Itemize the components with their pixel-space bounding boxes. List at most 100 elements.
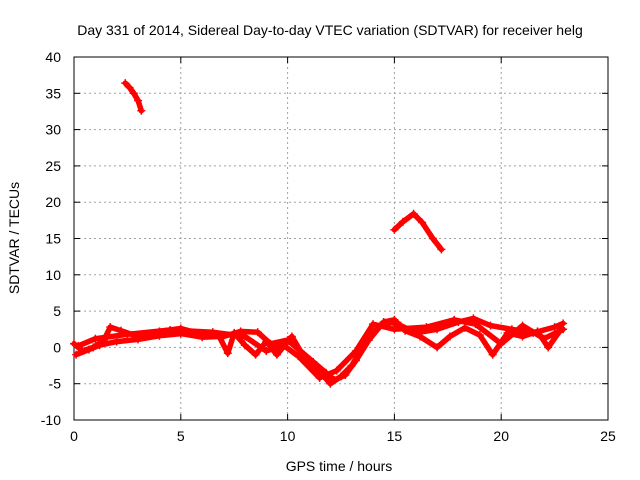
data-point <box>390 225 399 234</box>
data-point <box>125 83 134 92</box>
data-point <box>445 332 454 341</box>
x-tick-label: 0 <box>70 428 78 444</box>
data-point <box>379 317 388 326</box>
data-point <box>369 320 378 329</box>
y-axis-label: SDTVAR / TECUs <box>6 182 22 294</box>
data-point <box>106 323 115 332</box>
data-point <box>411 328 420 337</box>
data-point <box>91 334 100 343</box>
data-point <box>559 325 568 334</box>
point-layer <box>70 79 568 388</box>
data-point <box>74 341 83 350</box>
data-point <box>283 336 292 345</box>
data-point <box>89 343 98 352</box>
data-point <box>433 325 442 334</box>
data-point <box>401 326 410 335</box>
data-point <box>418 218 427 227</box>
data-point <box>416 332 425 341</box>
data-point <box>488 350 497 359</box>
data-point <box>469 314 478 323</box>
y-tick-label: 35 <box>45 85 61 101</box>
data-point <box>375 323 384 332</box>
data-point <box>351 347 360 356</box>
data-point <box>364 336 373 345</box>
data-point <box>272 350 281 359</box>
data-point <box>176 329 185 338</box>
data-point <box>313 365 322 374</box>
data-point <box>262 347 271 356</box>
data-point <box>230 328 239 337</box>
y-tick-label: 10 <box>45 267 61 283</box>
data-point <box>84 345 93 354</box>
data-point <box>450 315 459 324</box>
data-point <box>398 217 407 226</box>
x-tick-label: 15 <box>387 428 403 444</box>
data-point <box>326 379 335 388</box>
data-point <box>116 326 125 335</box>
y-tick-label: -10 <box>41 412 61 428</box>
y-tick-label: 0 <box>53 339 61 355</box>
data-point <box>503 328 512 337</box>
data-point <box>475 331 484 340</box>
data-point <box>409 209 418 218</box>
axes: 0 5 10 15 20 25 -10 -5 0 5 10 15 20 25 30 35 40 <box>41 49 616 444</box>
data-point <box>544 343 553 352</box>
data-point <box>529 328 538 337</box>
data-point <box>240 341 249 350</box>
data-point <box>279 341 288 350</box>
data-point <box>99 336 108 345</box>
data-point <box>134 96 143 105</box>
data-point <box>236 327 245 336</box>
y-tick-label: 30 <box>45 122 61 138</box>
data-point <box>437 245 446 254</box>
y-tick-label: 20 <box>45 194 61 210</box>
data-point <box>330 376 339 385</box>
data-point <box>287 332 296 341</box>
data-point <box>262 337 271 346</box>
data-point <box>390 325 399 334</box>
data-point <box>454 317 463 326</box>
data-point <box>337 372 345 381</box>
data-point <box>72 350 81 359</box>
data-point <box>460 323 469 332</box>
data-point <box>358 343 367 352</box>
data-point <box>121 79 130 88</box>
x-tick-label: 10 <box>280 428 296 444</box>
chart-title: Day 331 of 2014, Sidereal Day-to-day VTE… <box>77 22 583 38</box>
data-point <box>550 323 559 332</box>
data-point <box>396 321 405 330</box>
data-point <box>390 315 399 324</box>
data-point <box>369 328 378 337</box>
data-point <box>240 332 249 341</box>
data-point <box>123 330 132 339</box>
data-point <box>341 370 350 379</box>
data-point <box>351 356 360 365</box>
data-point <box>422 323 431 332</box>
y-tick-label: 25 <box>45 158 61 174</box>
x-tick-label: 20 <box>493 428 509 444</box>
data-point <box>253 328 262 337</box>
x-tick-label: 5 <box>177 428 185 444</box>
data-point <box>497 339 506 348</box>
data-point <box>78 347 87 356</box>
data-point <box>486 321 495 330</box>
x-axis-label: GPS time / hours <box>286 458 393 474</box>
data-point <box>112 337 121 346</box>
data-point <box>315 373 324 382</box>
data-point <box>300 354 309 363</box>
data-point <box>70 339 78 348</box>
y-tick-label: 40 <box>45 49 61 65</box>
data-point <box>309 357 318 366</box>
data-point <box>137 106 146 115</box>
data-point <box>155 331 164 340</box>
y-tick-label: 5 <box>53 303 61 319</box>
y-tick-label: -5 <box>49 376 62 392</box>
data-point <box>533 327 542 336</box>
data-point <box>296 347 305 356</box>
data-point <box>95 341 104 350</box>
series-line-2 <box>391 211 445 253</box>
grid <box>74 57 608 420</box>
x-tick-label: 25 <box>600 428 616 444</box>
